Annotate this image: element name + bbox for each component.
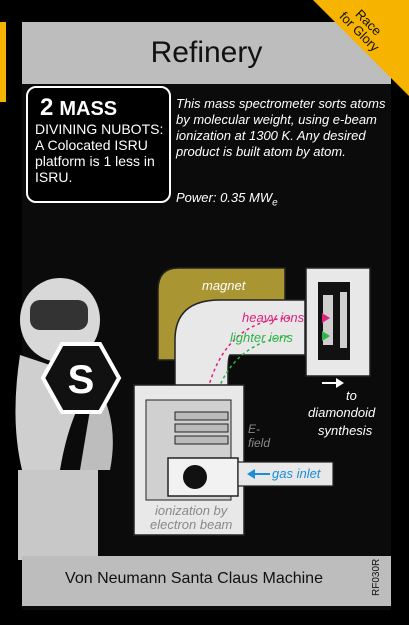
left-accent [0,22,6,102]
magnet-label: magnet [202,278,246,293]
astronaut-illustration [15,278,113,560]
heavy-ions-label: heavy ions [242,310,305,325]
to-label: to [346,388,357,403]
mass-box: 2 MASS DIVINING NUBOTS: A Colocated ISRU … [26,86,171,203]
footer-text: Von Neumann Santa Claus Machine [65,570,323,587]
type-letter: S [68,358,95,402]
ion-tube [174,299,306,413]
e-field-label-2: field [248,436,271,450]
collector-box [305,267,371,377]
power-stat: Power: 0.35 MWe [176,190,278,209]
ionization-chamber [133,384,334,536]
e-field-label-1: E- [248,422,260,436]
power-sub: e [272,197,278,209]
ability-text: DIVINING NUBOTS: A Colocated ISRU platfo… [35,121,164,185]
power-label: Power: 0.35 MW [176,190,273,205]
description: This mass spectrometer sorts atoms by mo… [176,96,386,159]
footer-bar [22,556,391,606]
type-hexagon-icon: S [40,342,122,414]
lighter-ion-arrow-icon [322,331,330,341]
ionization-label-1: ionization by [155,503,228,518]
mass-label: MASS [59,98,118,120]
gas-inlet-label: gas inlet [272,466,321,481]
synthesis-label: synthesis [318,423,373,438]
ionization-label-2: electron beam [150,517,233,532]
heavy-ion-arrow-icon [322,313,330,323]
lighter-ions-label: lighter ions [230,330,293,345]
diamondoid-label: diamondoid [308,405,376,420]
card-title: Refinery [150,36,263,69]
mass-stat: 2 MASS [40,94,117,122]
card-code: RF030R [371,558,382,596]
mass-number: 2 [40,94,54,121]
corner-ribbon [313,0,409,96]
